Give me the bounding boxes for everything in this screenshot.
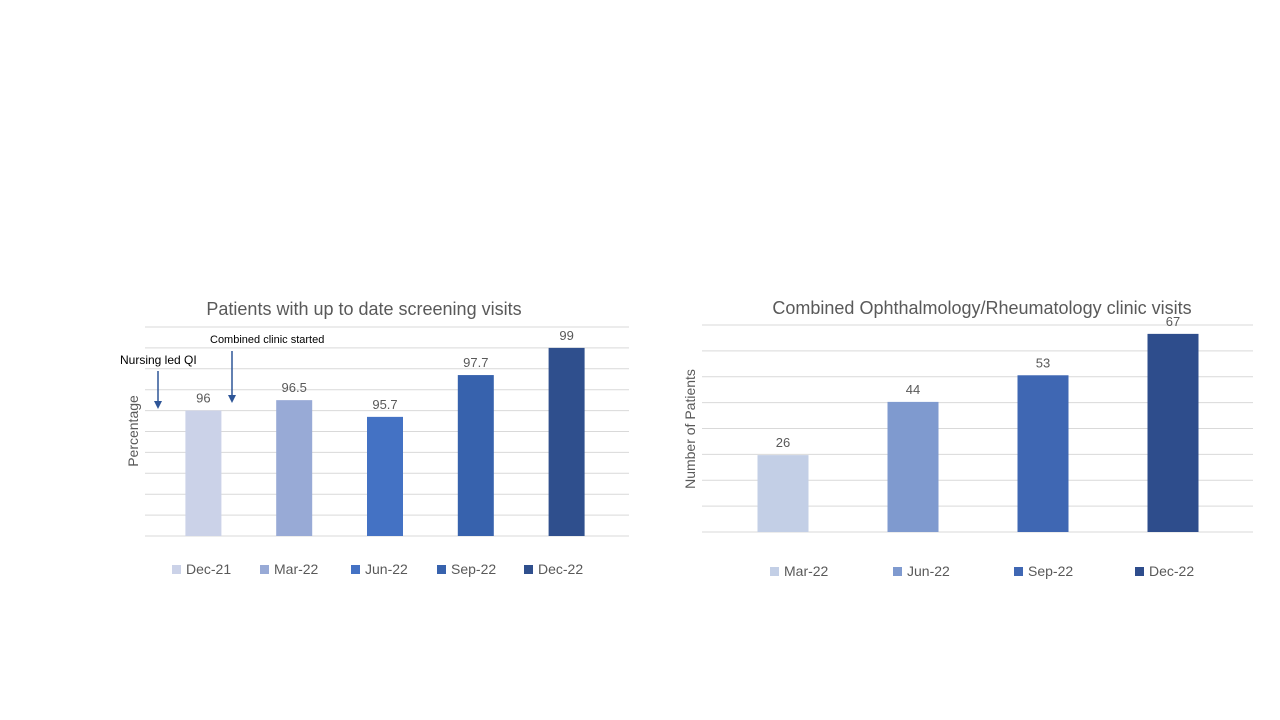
legend-swatch xyxy=(351,565,360,574)
legend-swatch xyxy=(893,567,902,576)
legend-swatch xyxy=(172,565,181,574)
clinic-visits-chart-title: Combined Ophthalmology/Rheumatology clin… xyxy=(772,298,1191,318)
screening-chart-data-labels: 96 96.5 95.7 97.7 99 xyxy=(196,328,574,412)
data-label-mar-22: 26 xyxy=(776,435,790,450)
legend-swatch xyxy=(1135,567,1144,576)
legend-label: Mar-22 xyxy=(274,561,319,577)
legend-item-sep-22: Sep-22 xyxy=(1014,563,1073,579)
clinic-visits-chart-legend: Mar-22 Jun-22 Sep-22 Dec-22 xyxy=(770,563,1194,579)
bar-jun-22 xyxy=(887,401,939,532)
clinic-visits-chart-bars xyxy=(757,333,1199,532)
legend-label: Sep-22 xyxy=(451,561,496,577)
screening-chart-title: Patients with up to date screening visit… xyxy=(206,299,521,319)
bar-jun-22 xyxy=(367,416,403,536)
bar-dec-22 xyxy=(1147,333,1199,532)
annotation-combined-clinic-started: Combined clinic started xyxy=(210,334,324,403)
bar-mar-22 xyxy=(276,400,313,536)
bar-mar-22 xyxy=(757,455,809,532)
legend-item-dec-21: Dec-21 xyxy=(172,561,231,577)
data-label-sep-22: 53 xyxy=(1036,355,1050,370)
data-label-jun-22: 95.7 xyxy=(372,397,397,412)
legend-item-jun-22: Jun-22 xyxy=(351,561,408,577)
annotation-nursing-led-qi: Nursing led QI xyxy=(120,353,197,409)
data-label-dec-22: 99 xyxy=(559,328,573,343)
legend-label: Sep-22 xyxy=(1028,563,1073,579)
annotation-nursing-led-qi-text: Nursing led QI xyxy=(120,353,197,367)
screening-chart-bars xyxy=(185,347,585,536)
legend-swatch xyxy=(260,565,269,574)
legend-label: Dec-22 xyxy=(1149,563,1194,579)
legend-swatch xyxy=(1014,567,1023,576)
bar-sep-22 xyxy=(1017,375,1069,532)
legend-swatch xyxy=(437,565,446,574)
clinic-visits-chart-y-axis-label: Number of Patients xyxy=(682,369,698,489)
legend-label: Dec-22 xyxy=(538,561,583,577)
screening-chart-y-axis-label: Percentage xyxy=(125,395,141,467)
legend-swatch xyxy=(770,567,779,576)
clinic-visits-chart: Combined Ophthalmology/Rheumatology clin… xyxy=(682,298,1253,579)
annotation-combined-clinic-started-arrowhead xyxy=(228,395,236,403)
bar-dec-22 xyxy=(548,347,585,536)
legend-item-sep-22: Sep-22 xyxy=(437,561,496,577)
annotation-combined-clinic-started-text: Combined clinic started xyxy=(210,334,324,346)
clinic-visits-chart-data-labels: 26 44 53 67 xyxy=(776,314,1180,450)
legend-item-dec-22: Dec-22 xyxy=(524,561,583,577)
legend-item-jun-22: Jun-22 xyxy=(893,563,950,579)
legend-item-mar-22: Mar-22 xyxy=(770,563,829,579)
legend-swatch xyxy=(524,565,533,574)
legend-label: Dec-21 xyxy=(186,561,231,577)
annotation-nursing-led-qi-arrowhead xyxy=(154,401,162,409)
legend-label: Jun-22 xyxy=(907,563,950,579)
data-label-sep-22: 97.7 xyxy=(463,355,488,370)
legend-label: Mar-22 xyxy=(784,563,829,579)
data-label-jun-22: 44 xyxy=(906,382,920,397)
legend-item-mar-22: Mar-22 xyxy=(260,561,319,577)
bar-sep-22 xyxy=(457,375,494,536)
data-label-dec-21: 96 xyxy=(196,391,210,406)
legend-label: Jun-22 xyxy=(365,561,408,577)
data-label-dec-22: 67 xyxy=(1166,314,1180,329)
bar-dec-21 xyxy=(185,410,222,536)
screening-chart: Patients with up to date screening visit… xyxy=(120,299,629,577)
screening-chart-legend: Dec-21 Mar-22 Jun-22 Sep-22 Dec-22 xyxy=(172,561,583,577)
data-label-mar-22: 96.5 xyxy=(282,380,307,395)
legend-item-dec-22: Dec-22 xyxy=(1135,563,1194,579)
